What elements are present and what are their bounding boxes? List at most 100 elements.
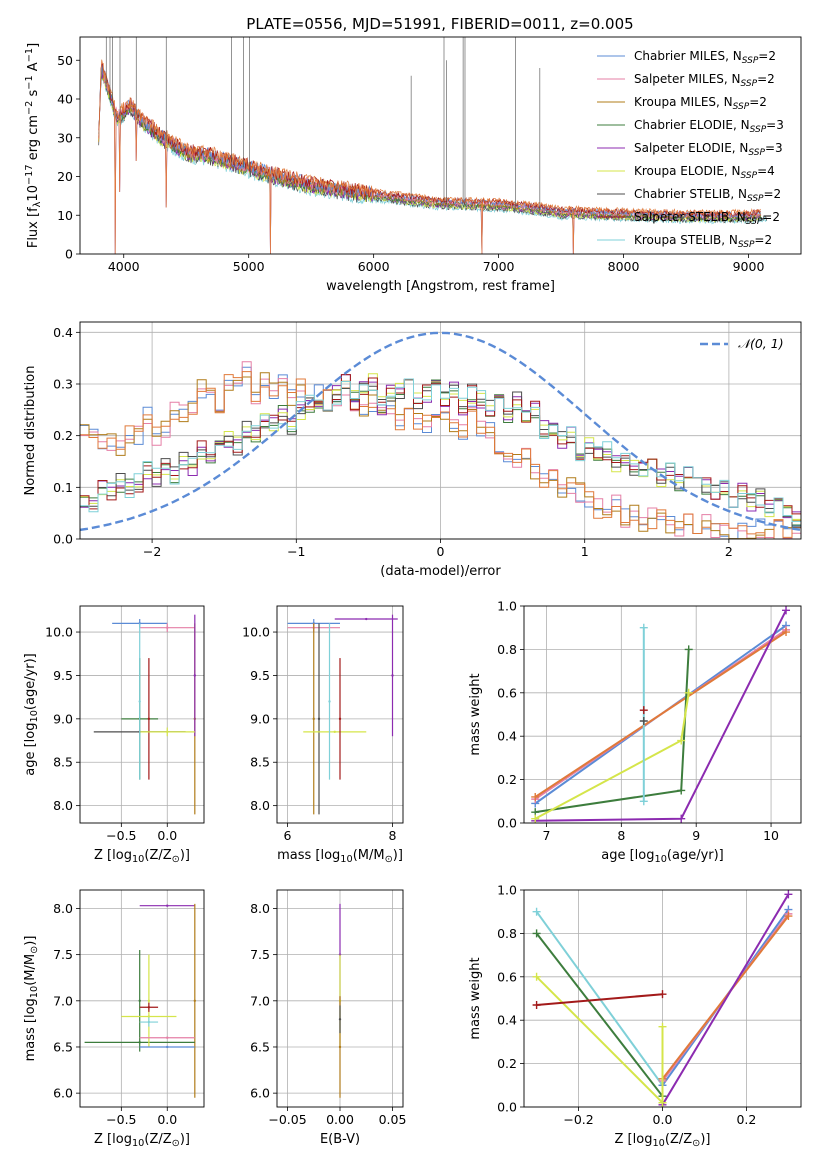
legend-label-part: SSP (742, 56, 759, 66)
x-axis-label: Z [log10(Z/Z⊙)] (94, 848, 190, 865)
series-line (661, 893, 790, 1106)
y-tick-label: 8.5 (250, 755, 270, 770)
x-axis-label-part: 10 (654, 854, 666, 865)
x-tick-label: 2 (725, 544, 733, 559)
x-axis-label: Z [log10(Z/Z⊙)] (94, 1132, 190, 1149)
plus-marker (784, 890, 793, 899)
plot-area (338, 903, 342, 1098)
legend-label-part: Chabrier ELODIE, N (634, 118, 750, 132)
age-vs-metallicity-panel: −0.5 0.08.08.59.09.510.0Z [log10(Z/Z⊙)]ag… (23, 605, 205, 865)
legend-label-part: Chabrier MILES, N (634, 49, 742, 63)
y-tick-label: 0 (65, 247, 73, 262)
mass-weight-vs-metallicity-panel: −0.2 0.0 0.2 0.0 0.2 0.4 0.6 0.8 1.0 Z [log10(Z/Z… (468, 883, 802, 1149)
data-point (338, 1045, 342, 1049)
y-tick-label: 0.8 (497, 642, 517, 657)
x-axis-label-part: 10 (132, 1138, 144, 1149)
y-tick-label: 0.2 (497, 772, 517, 787)
data-point (147, 999, 151, 1003)
x-tick-label: 0.00 (326, 1112, 354, 1127)
legend-label-part: Salpeter MILES, N (634, 72, 741, 86)
plus-marker (532, 972, 541, 981)
y-tick-label: 0.0 (497, 816, 517, 831)
legend-label: Kroupa ELODIE, NSSP=4 (634, 164, 775, 181)
legend-label-part: SSP (741, 171, 758, 181)
plus-marker (639, 717, 648, 726)
spectrum-line (98, 70, 762, 223)
y-axis-label: Normed distribution (23, 366, 38, 496)
plus-marker (532, 907, 541, 916)
y-axis-label-part: −17 (24, 164, 35, 185)
y-axis-label-part: s (26, 89, 41, 100)
y-tick-label: 0.0 (53, 532, 73, 547)
legend-label-part: Kroupa MILES, N (634, 95, 733, 109)
histogram-step-line (80, 371, 801, 539)
axes-frame (276, 605, 404, 824)
x-tick-label: 1 (581, 544, 589, 559)
x-tick-label: −2 (143, 544, 161, 559)
x-axis-label-part: ⊙ (172, 854, 180, 865)
y-tick-label: 7.5 (250, 947, 270, 962)
y-axis-label-part: 10 (29, 710, 40, 722)
y-axis-label-part: 10 (26, 185, 41, 202)
y-tick-label: 6.5 (250, 1039, 270, 1054)
legend-label-part: Kroupa ELODIE, N (634, 164, 741, 178)
legend-label: Kroupa STELIB, NSSP=2 (634, 233, 772, 250)
plus-marker (677, 814, 686, 823)
y-tick-label: 0.4 (53, 325, 73, 340)
data-point (166, 904, 169, 907)
grid-lines (80, 890, 204, 1107)
legend-label-part: Salpeter ELODIE, N (634, 141, 748, 155)
y-tick-label: 8.5 (53, 755, 73, 770)
plot-area (84, 903, 197, 1098)
legend-label-part: =4 (757, 164, 775, 178)
y-tick-label: 7.0 (250, 993, 270, 1008)
plot-area (532, 890, 793, 1107)
data-point (317, 717, 321, 721)
data-point (193, 999, 197, 1003)
plus-marker (531, 792, 540, 801)
axes-frame (79, 605, 205, 824)
x-tick-label: 0.0 (157, 1112, 177, 1127)
y-axis-label-part: ] (26, 43, 41, 48)
x-tick-label: 8 (389, 828, 397, 843)
y-tick-label: 9.0 (250, 711, 270, 726)
y-tick-label: 0.0 (497, 1100, 517, 1115)
x-axis-label-part: (age/yr)] (667, 848, 724, 863)
y-axis-label: mass [log10(M/M⊙)] (23, 936, 40, 1062)
plus-marker (782, 628, 791, 637)
y-tick-label: 0.8 (497, 926, 517, 941)
x-tick-label: 9 (692, 828, 700, 843)
x-tick-label: 7 (542, 828, 550, 843)
x-axis-label: mass [log10(M/M⊙)] (277, 848, 403, 865)
x-tick-label: 0.0 (653, 1112, 673, 1127)
plus-marker (639, 797, 648, 806)
x-axis-label-part: )] (180, 848, 190, 863)
data-point (328, 700, 331, 703)
plus-marker (658, 1098, 667, 1107)
axes-frame (79, 321, 802, 540)
histogram-step-line (80, 378, 801, 522)
series-line (536, 993, 663, 1006)
x-axis-label-part: )] (393, 848, 403, 863)
legend-label-part: SSP (746, 217, 763, 227)
y-axis-label-part: A (26, 62, 41, 75)
y-tick-label: 10.0 (45, 625, 73, 640)
x-axis-label: (data-model)/error (380, 564, 501, 579)
series-line (535, 911, 664, 1086)
plus-marker (531, 814, 540, 823)
x-axis-label: wavelength [Angstrom, rest frame] (326, 279, 555, 294)
x-axis-label-part: ⊙ (385, 854, 393, 865)
data-point (166, 730, 169, 734)
y-axis-label-part: ⊙ (29, 946, 40, 954)
data-point (333, 730, 336, 734)
plot-area (287, 614, 398, 815)
data-point (147, 1006, 151, 1009)
data-point (166, 1045, 169, 1049)
legend-label-part: SSP (738, 240, 755, 250)
x-tick-label: 0.05 (379, 1112, 407, 1127)
x-axis-label-part: (Z/Z (665, 1132, 692, 1147)
x-tick-label: 10 (763, 828, 779, 843)
legend-label-part: =2 (757, 72, 775, 86)
legend-label: Chabrier MILES, NSSP=2 (634, 49, 776, 66)
